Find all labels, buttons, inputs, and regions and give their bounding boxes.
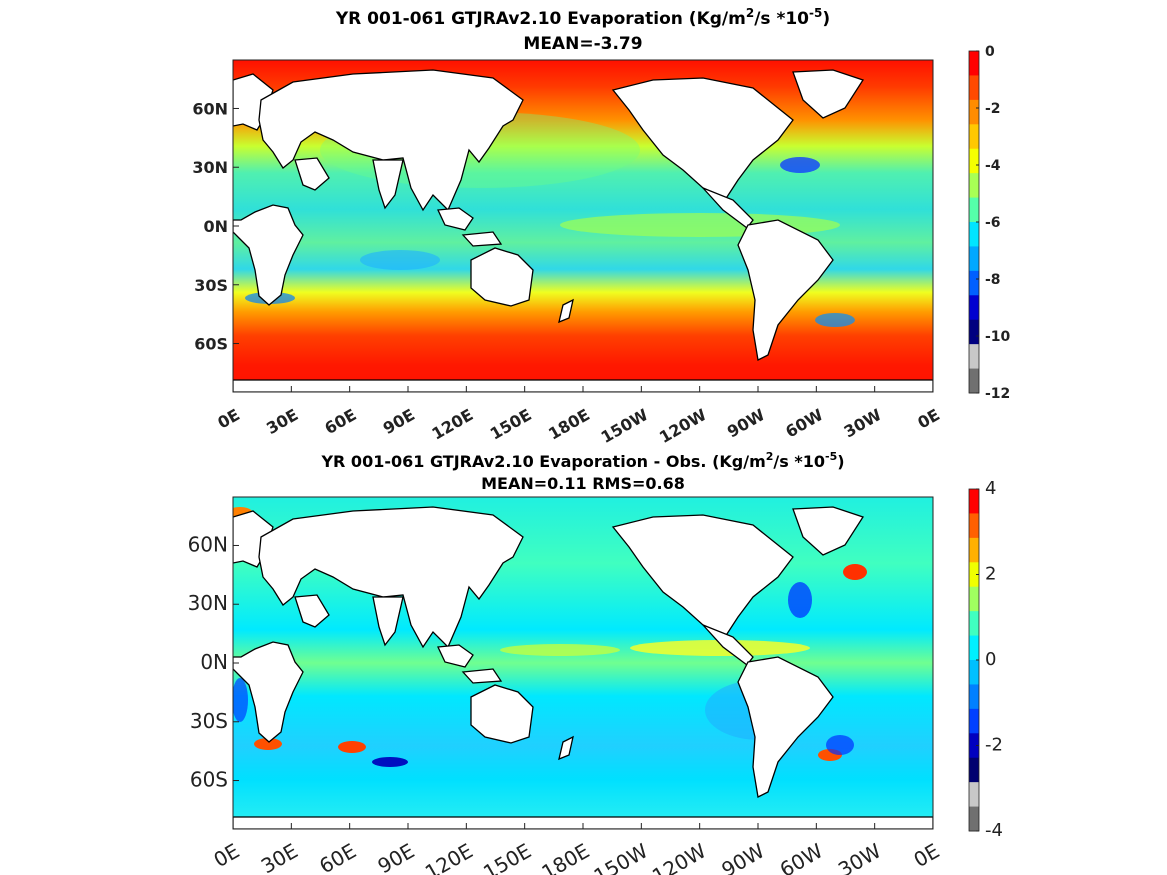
colorbar-segment	[969, 295, 979, 321]
colorbar-tick-label: -8	[985, 272, 1001, 288]
top-y-axis: 60N 30N 0N 30S 60S	[192, 99, 239, 354]
x-tick-label: 120W	[648, 838, 710, 875]
colorbar-tick-label: 2	[985, 564, 996, 585]
x-tick-label: 120E	[428, 405, 476, 444]
top-colorbar: 0 -2 -4 -6 -8 -10 -12	[968, 44, 1011, 402]
x-tick-label: 30E	[263, 405, 301, 438]
x-tick-label: 30E	[257, 839, 302, 875]
colorbar-segment	[969, 562, 979, 588]
top-title: YR 001-061 GTJRAv2.10 Evaporation (Kg/m2…	[335, 6, 830, 29]
bottom-colorbar: 4 2 0 -2 -4	[968, 478, 1003, 841]
colorbar-segment	[969, 537, 979, 563]
y-tick-label: 30S	[194, 276, 228, 295]
y-tick-label: 30N	[188, 591, 228, 615]
colorbar-tick-label: 0	[985, 44, 995, 60]
colorbar-segment	[969, 270, 979, 296]
colorbar-segment	[969, 368, 979, 394]
x-tick-label: 180E	[545, 405, 593, 444]
colorbar-segment	[969, 635, 979, 661]
y-tick-label: 0N	[203, 217, 228, 236]
y-tick-label: 60N	[192, 99, 228, 118]
bottom-panel: YR 001-061 GTJRAv2.10 Evaporation - Obs.…	[188, 450, 1003, 875]
y-tick-label: 60S	[190, 768, 228, 792]
colorbar-segment	[969, 222, 979, 247]
colorbar-segment	[969, 586, 979, 612]
colorbar-tick-label: -6	[985, 215, 1001, 231]
x-tick-label: 150W	[598, 405, 652, 447]
x-tick-label: 0E	[910, 839, 944, 872]
colorbar-segment	[969, 611, 979, 637]
colorbar-tick-label: 4	[985, 478, 996, 499]
colorbar-segment	[969, 51, 979, 76]
y-tick-label: 30N	[192, 158, 228, 177]
x-tick-label: 150E	[487, 405, 535, 444]
x-tick-label: 150W	[590, 838, 652, 875]
colorbar-segment	[969, 148, 979, 174]
x-tick-label: 120W	[656, 405, 710, 447]
colorbar-segment	[969, 489, 979, 514]
colorbar-segment	[969, 75, 979, 101]
bottom-map	[233, 497, 933, 829]
top-panel: YR 001-061 GTJRAv2.10 Evaporation (Kg/m2…	[192, 6, 1010, 447]
x-tick-label: 90E	[380, 405, 418, 438]
colorbar-segment	[969, 708, 979, 734]
x-tick-label: 60W	[776, 838, 827, 875]
x-tick-label: 180E	[537, 839, 593, 875]
x-tick-label: 120E	[421, 839, 477, 875]
x-tick-label: 90W	[717, 838, 768, 875]
x-tick-label: 90W	[724, 405, 768, 442]
colorbar-segment	[969, 733, 979, 759]
y-tick-label: 30S	[190, 709, 228, 733]
x-tick-label: 30W	[834, 838, 885, 875]
colorbar-segment	[969, 319, 979, 345]
bottom-y-axis: 60N 30N 0N 30S 60S	[188, 532, 239, 792]
colorbar-segment	[969, 99, 979, 125]
top-x-axis: 0E 30E 60E 90E 120E 150E 180E 150W 120W 90W 60W 30W…	[214, 386, 943, 447]
colorbar-segment	[969, 344, 979, 370]
colorbar-tick-label: -2	[985, 735, 1003, 756]
top-map	[233, 60, 933, 392]
top-subtitle: MEAN=-3.79	[523, 34, 642, 54]
colorbar-segment	[969, 684, 979, 710]
colorbar-segment	[969, 660, 979, 685]
y-tick-label: 0N	[200, 650, 228, 674]
x-tick-label: 60E	[321, 405, 359, 438]
x-tick-label: 30W	[841, 405, 885, 442]
y-tick-label: 60N	[188, 532, 228, 556]
colorbar-tick-label: -10	[985, 329, 1011, 345]
colorbar-tick-label: -4	[985, 158, 1001, 174]
colorbar-segment	[969, 782, 979, 808]
colorbar-segment	[969, 513, 979, 539]
bottom-title: YR 001-061 GTJRAv2.10 Evaporation - Obs.…	[320, 450, 844, 471]
colorbar-segment	[969, 173, 979, 199]
x-tick-label: 0E	[214, 405, 243, 432]
y-tick-label: 60S	[194, 335, 228, 354]
colorbar-tick-label: -12	[985, 386, 1010, 402]
colorbar-segment	[969, 806, 979, 832]
x-tick-label: 0E	[914, 405, 943, 432]
colorbar-tick-label: -2	[985, 101, 1001, 117]
colorbar-segment	[969, 197, 979, 223]
colorbar-segment	[969, 757, 979, 783]
x-tick-label: 60E	[315, 839, 360, 875]
colorbar-tick-label: -4	[985, 820, 1003, 841]
colorbar-segment	[969, 246, 979, 272]
x-tick-label: 150E	[479, 839, 535, 875]
bottom-subtitle: MEAN=0.11 RMS=0.68	[481, 474, 685, 493]
colorbar-segment	[969, 124, 979, 150]
x-tick-label: 60W	[782, 405, 826, 442]
x-tick-label: 90E	[374, 839, 419, 875]
x-tick-label: 0E	[210, 839, 244, 872]
colorbar-tick-label: 0	[985, 649, 996, 670]
